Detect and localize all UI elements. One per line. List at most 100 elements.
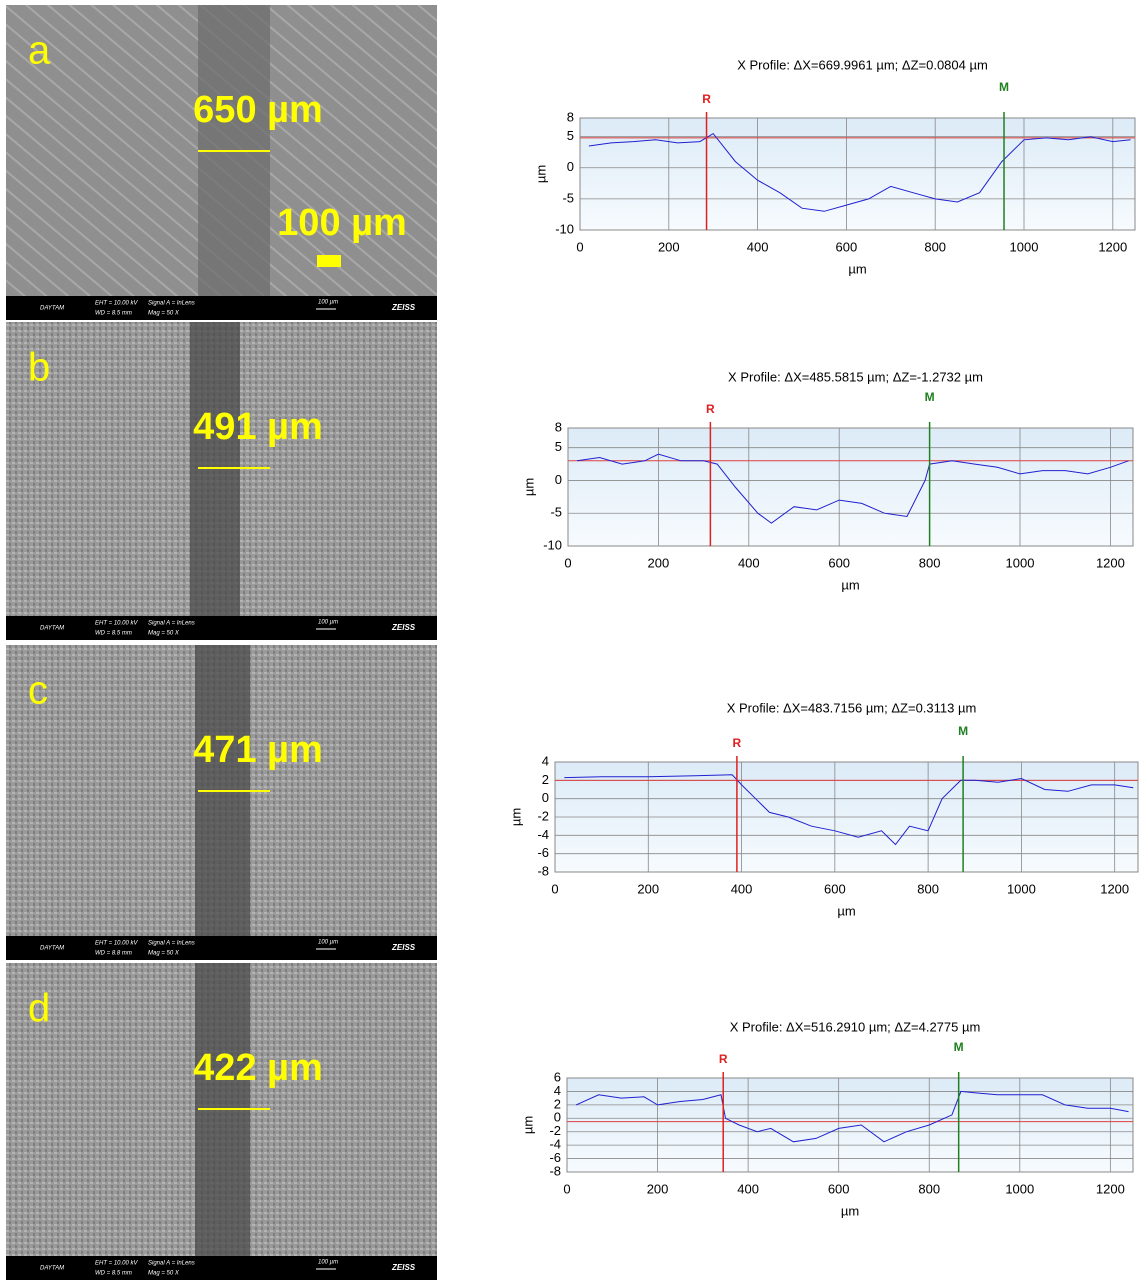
footer-text: ZEISS bbox=[391, 623, 416, 632]
footer-text: DAYTAM bbox=[40, 1266, 64, 1272]
y-tick-label: 4 bbox=[542, 753, 549, 768]
footer-text: WD = 8.8 mm bbox=[95, 951, 132, 957]
footer-text: ZEISS bbox=[391, 943, 416, 952]
chart-title: X Profile: ΔX=516.2910 µm; ΔZ=4.2775 µm bbox=[730, 1019, 981, 1034]
x-tick-label: 1000 bbox=[1010, 239, 1039, 254]
footer-text: DAYTAM bbox=[40, 946, 64, 952]
x-tick-label: 1000 bbox=[1007, 881, 1036, 896]
y-tick-label: 8 bbox=[555, 419, 562, 434]
y-tick-label: 2 bbox=[542, 772, 549, 787]
width-label: 471 µm bbox=[193, 729, 323, 771]
x-axis-label: µm bbox=[837, 903, 855, 918]
footer-text: EHT = 10.00 kV bbox=[95, 941, 139, 947]
profile-line bbox=[564, 774, 1134, 846]
x-tick-label: 800 bbox=[917, 881, 939, 896]
x-tick-label: 600 bbox=[828, 1181, 850, 1196]
y-tick-label: -5 bbox=[562, 190, 574, 205]
y-tick-label: 0 bbox=[554, 1110, 561, 1125]
footer-text: WD = 8.5 mm bbox=[95, 631, 132, 637]
x-tick-label: 800 bbox=[924, 239, 946, 254]
y-tick-label: 0 bbox=[555, 472, 562, 487]
x-axis-label: µm bbox=[841, 1203, 859, 1218]
x-tick-label: 1000 bbox=[1005, 1181, 1034, 1196]
y-tick-label: -10 bbox=[543, 537, 562, 552]
y-tick-label: -8 bbox=[537, 863, 549, 878]
marker-label: R bbox=[733, 736, 742, 750]
marker-label: M bbox=[954, 1040, 964, 1054]
x-tick-label: 400 bbox=[747, 239, 769, 254]
footer-text: EHT = 10.00 kV bbox=[95, 1261, 139, 1267]
marker-label: R bbox=[706, 402, 715, 416]
sem-footer bbox=[6, 616, 437, 640]
x-axis-label: µm bbox=[841, 577, 859, 592]
sem-footer bbox=[6, 296, 437, 320]
marker-label: M bbox=[925, 390, 935, 404]
profile-line bbox=[576, 453, 1129, 524]
marker-label: R bbox=[702, 92, 711, 106]
sem-footer bbox=[6, 1256, 437, 1280]
profile-line bbox=[575, 1090, 1129, 1143]
y-tick-label: -5 bbox=[550, 505, 562, 520]
x-tick-label: 0 bbox=[564, 555, 571, 570]
x-tick-label: 0 bbox=[551, 881, 558, 896]
y-tick-label: -2 bbox=[537, 808, 549, 823]
footer-text: Signal A = InLens bbox=[148, 941, 195, 947]
x-tick-label: 1200 bbox=[1096, 555, 1125, 570]
y-tick-label: -2 bbox=[549, 1123, 561, 1138]
chart-title: X Profile: ΔX=485.5815 µm; ΔZ=-1.2732 µm bbox=[728, 369, 983, 384]
x-axis-label: µm bbox=[848, 261, 866, 276]
chart-title: X Profile: ΔX=483.7156 µm; ΔZ=0.3113 µm bbox=[727, 700, 977, 715]
y-axis-label: µm bbox=[508, 808, 523, 826]
x-tick-label: 600 bbox=[836, 239, 858, 254]
footer-text: 100 µm bbox=[318, 300, 338, 306]
footer-text: DAYTAM bbox=[40, 306, 64, 312]
footer-text: ZEISS bbox=[391, 1263, 416, 1272]
x-tick-label: 200 bbox=[658, 239, 680, 254]
plot-area bbox=[579, 117, 1136, 231]
x-tick-label: 200 bbox=[648, 555, 670, 570]
y-tick-label: 6 bbox=[554, 1069, 561, 1084]
width-label: 491 µm bbox=[193, 406, 323, 448]
y-tick-label: 2 bbox=[554, 1096, 561, 1111]
profile-line bbox=[588, 132, 1131, 212]
x-tick-label: 1000 bbox=[1006, 555, 1035, 570]
footer-text: 100 µm bbox=[318, 620, 338, 626]
footer-text: Mag = 50 X bbox=[148, 951, 180, 957]
scale-bar bbox=[317, 255, 341, 267]
panel-letter: b bbox=[28, 346, 50, 390]
width-label: 422 µm bbox=[193, 1047, 323, 1089]
y-tick-label: -10 bbox=[555, 221, 574, 236]
x-tick-label: 0 bbox=[576, 239, 583, 254]
y-tick-label: 8 bbox=[567, 109, 574, 124]
footer-text: Signal A = InLens bbox=[148, 1261, 195, 1267]
plot-area bbox=[566, 1077, 1134, 1173]
scale-label: 100 µm bbox=[277, 202, 407, 244]
footer-text: Mag = 50 X bbox=[148, 311, 180, 317]
y-tick-label: 5 bbox=[555, 439, 562, 454]
y-tick-label: -6 bbox=[549, 1150, 561, 1165]
marker-label: M bbox=[999, 80, 1009, 94]
marker-label: R bbox=[719, 1052, 728, 1066]
footer-text: 100 µm bbox=[318, 940, 338, 946]
x-tick-label: 0 bbox=[563, 1181, 570, 1196]
footer-text: WD = 8.5 mm bbox=[95, 1271, 132, 1277]
x-tick-label: 200 bbox=[637, 881, 659, 896]
y-tick-label: -4 bbox=[549, 1137, 561, 1152]
x-tick-label: 600 bbox=[828, 555, 850, 570]
x-tick-label: 800 bbox=[918, 1181, 940, 1196]
footer-text: Mag = 50 X bbox=[148, 631, 180, 637]
sem-footer bbox=[6, 936, 437, 960]
y-axis-label: µm bbox=[533, 165, 548, 183]
y-tick-label: -4 bbox=[537, 827, 549, 842]
footer-text: WD = 8.5 mm bbox=[95, 311, 132, 317]
y-tick-label: 0 bbox=[542, 790, 549, 805]
footer-text: 100 µm bbox=[318, 1260, 338, 1266]
footer-text: EHT = 10.00 kV bbox=[95, 621, 139, 627]
y-axis-label: µm bbox=[520, 1116, 535, 1134]
footer-text: EHT = 10.00 kV bbox=[95, 301, 139, 307]
plot-area bbox=[567, 427, 1134, 547]
x-tick-label: 800 bbox=[919, 555, 941, 570]
y-axis-label: µm bbox=[521, 478, 536, 496]
